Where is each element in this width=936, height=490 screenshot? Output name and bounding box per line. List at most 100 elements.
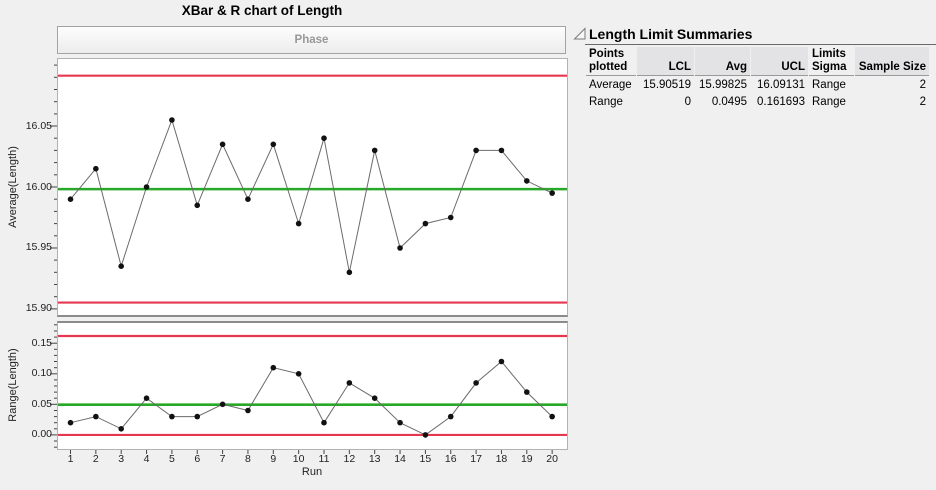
- table-cell: 15.90519: [643, 78, 691, 91]
- y-tick-label: 0.15: [31, 336, 52, 349]
- data-point[interactable]: [295, 371, 302, 377]
- data-point[interactable]: [549, 413, 555, 420]
- data-point[interactable]: [245, 407, 251, 414]
- x-tick-label: 7: [219, 453, 226, 465]
- x-tick-label: 9: [270, 453, 277, 465]
- summary-title-underline: [585, 44, 936, 45]
- y-axis-ticks: [50, 64, 57, 448]
- column-header: Sample Size: [855, 47, 929, 76]
- table-cell: 2: [919, 78, 926, 91]
- data-point[interactable]: [118, 426, 124, 432]
- x-tick-label: 10: [292, 453, 305, 465]
- data-point[interactable]: [321, 419, 327, 426]
- data-point[interactable]: [524, 178, 530, 184]
- y-tick-label: 0.10: [31, 367, 52, 380]
- x-tick-label: 20: [546, 453, 558, 465]
- data-point[interactable]: [397, 245, 403, 251]
- x-tick-label: 2: [92, 453, 99, 465]
- data-point[interactable]: [473, 147, 479, 154]
- x-tick-label: 14: [394, 453, 406, 465]
- x-tick-label: 18: [495, 453, 508, 465]
- data-point[interactable]: [169, 117, 175, 123]
- table-cell: Average: [589, 78, 632, 91]
- data-point[interactable]: [169, 413, 175, 420]
- x-tick-label: 5: [168, 453, 175, 465]
- table-row: Average 15.90519 15.99825 16.09131 Range 2: [586, 76, 929, 93]
- data-point[interactable]: [93, 413, 99, 420]
- x-tick-label: 15: [419, 453, 432, 465]
- table-cell: Range: [812, 78, 846, 91]
- data-point[interactable]: [371, 395, 378, 401]
- column-header: Avg: [695, 47, 750, 76]
- data-point[interactable]: [473, 380, 479, 386]
- data-point[interactable]: [295, 220, 302, 227]
- x-tick-label: 4: [143, 453, 150, 465]
- limit-summaries-table: Points plotted LCL Avg UCL Limits Sigma Sampl…: [585, 47, 930, 110]
- disclosure-triangle-icon[interactable]: [573, 27, 587, 41]
- range-plot-area[interactable]: [57, 321, 568, 450]
- data-point[interactable]: [93, 165, 99, 172]
- x-tick-label: 19: [520, 453, 533, 465]
- y-tick-label: 16.00: [25, 180, 52, 193]
- x-tick-label: 1: [67, 453, 74, 465]
- series-line: [70, 360, 553, 436]
- data-point[interactable]: [270, 364, 277, 371]
- data-point[interactable]: [194, 202, 201, 209]
- data-point[interactable]: [346, 269, 353, 276]
- y-tick-label: 15.95: [25, 241, 52, 254]
- series-line: [70, 118, 553, 273]
- data-point[interactable]: [498, 147, 505, 154]
- data-point[interactable]: [194, 413, 201, 420]
- x-tick-label: 17: [470, 453, 482, 465]
- table-row: Range 0 0.0495 0.161693 Range 2: [586, 93, 929, 110]
- x-tick-label: 11: [318, 453, 330, 465]
- phase-label: Phase: [294, 34, 329, 46]
- x-axis-ticks: [70, 450, 553, 454]
- data-point[interactable]: [422, 432, 429, 438]
- table-cell: 2: [919, 95, 926, 108]
- data-point[interactable]: [321, 135, 327, 141]
- column-header: Points plotted: [586, 47, 636, 76]
- table-cell: Range: [812, 95, 846, 108]
- data-point[interactable]: [549, 190, 555, 196]
- run-axis-label: Run: [301, 466, 323, 478]
- data-point[interactable]: [118, 263, 124, 269]
- x-tick-label: 16: [444, 453, 457, 465]
- data-point[interactable]: [219, 401, 226, 408]
- column-header: Limits Sigma: [809, 47, 854, 76]
- data-point[interactable]: [143, 395, 150, 401]
- x-tick-label: 3: [118, 453, 125, 465]
- data-point[interactable]: [245, 196, 251, 202]
- data-point[interactable]: [67, 196, 74, 202]
- table-cell: 0.161693: [757, 95, 805, 108]
- data-point[interactable]: [397, 419, 403, 426]
- column-header: LCL: [637, 47, 694, 76]
- data-point[interactable]: [67, 419, 74, 426]
- data-point[interactable]: [447, 413, 454, 420]
- xbar-plot-area[interactable]: [57, 58, 568, 317]
- data-point[interactable]: [524, 389, 530, 395]
- y-tick-label: 16.05: [25, 119, 52, 132]
- table-cell: 16.09131: [757, 78, 805, 91]
- data-point[interactable]: [270, 141, 277, 148]
- table-cell: 15.99825: [699, 78, 747, 91]
- table-cell: Range: [589, 95, 623, 108]
- data-point[interactable]: [143, 184, 150, 190]
- column-header: UCL: [751, 47, 808, 76]
- data-point[interactable]: [447, 214, 454, 221]
- table-cell: 0: [684, 95, 691, 108]
- y-tick-label: 0.00: [31, 428, 52, 441]
- y-tick-label: 15.90: [25, 302, 52, 315]
- data-point[interactable]: [422, 220, 429, 227]
- y-tick-label: 0.05: [31, 397, 52, 410]
- data-point[interactable]: [498, 358, 505, 365]
- data-point[interactable]: [346, 380, 353, 386]
- phase-header[interactable]: Phase: [57, 26, 566, 54]
- summary-panel-title: Length Limit Summaries: [589, 26, 753, 42]
- x-tick-label: 13: [368, 453, 381, 465]
- data-point[interactable]: [219, 141, 226, 148]
- xbar-chart-svg: [58, 74, 567, 304]
- range-chart-svg: [58, 334, 567, 438]
- table-cell: 0.0495: [711, 95, 747, 108]
- data-point[interactable]: [371, 147, 378, 154]
